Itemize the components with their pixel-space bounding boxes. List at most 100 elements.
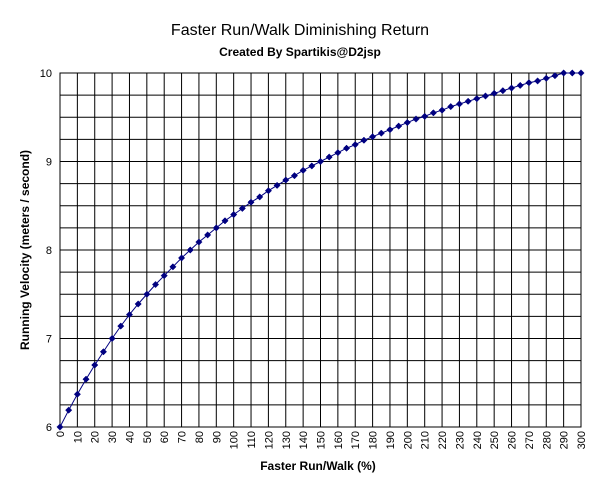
data-point bbox=[160, 272, 168, 280]
data-point bbox=[464, 97, 472, 105]
data-point bbox=[429, 109, 437, 117]
data-point bbox=[421, 112, 429, 120]
x-tick-label: 240 bbox=[472, 431, 484, 449]
x-tick-label: 300 bbox=[576, 431, 588, 449]
data-point bbox=[238, 204, 246, 212]
chart-title: Faster Run/Walk Diminishing Return bbox=[171, 22, 429, 39]
data-point bbox=[273, 181, 281, 189]
data-point bbox=[117, 322, 125, 330]
data-point bbox=[560, 69, 568, 77]
x-tick-label: 120 bbox=[263, 431, 275, 449]
data-point bbox=[525, 79, 533, 87]
x-tick-label: 40 bbox=[124, 431, 136, 443]
data-point bbox=[134, 300, 142, 308]
data-point bbox=[455, 100, 463, 108]
data-point bbox=[247, 198, 255, 206]
data-point bbox=[577, 69, 585, 77]
x-tick-label: 90 bbox=[211, 431, 223, 443]
x-tick-label: 80 bbox=[194, 431, 206, 443]
x-tick-label: 60 bbox=[159, 431, 171, 443]
grid bbox=[59, 72, 582, 428]
data-point bbox=[342, 144, 351, 152]
data-point bbox=[481, 92, 490, 100]
x-tick-label: 50 bbox=[142, 431, 154, 443]
x-tick-label: 70 bbox=[177, 431, 189, 443]
data-point bbox=[351, 141, 359, 149]
data-point bbox=[195, 238, 203, 246]
x-tick-label: 190 bbox=[385, 431, 397, 449]
data-point bbox=[178, 254, 186, 262]
data-point bbox=[256, 193, 264, 201]
data-point bbox=[473, 95, 481, 103]
data-point bbox=[290, 172, 299, 180]
x-tick-label: 130 bbox=[281, 431, 293, 449]
data-point bbox=[490, 89, 498, 97]
data-point bbox=[360, 136, 368, 144]
data-point bbox=[204, 231, 212, 239]
x-tick-label: 220 bbox=[437, 431, 449, 449]
x-tick-label: 100 bbox=[229, 431, 241, 449]
x-tick-label: 230 bbox=[454, 431, 466, 449]
x-tick-label: 20 bbox=[90, 431, 102, 443]
y-tick-label: 7 bbox=[46, 334, 52, 346]
data-point bbox=[386, 126, 394, 134]
y-tick-label: 10 bbox=[40, 68, 52, 80]
x-tick-label: 30 bbox=[107, 431, 119, 443]
data-point bbox=[91, 361, 99, 369]
data-point bbox=[264, 187, 272, 195]
data-point bbox=[65, 406, 73, 414]
x-tick-label: 210 bbox=[420, 431, 432, 449]
data-point bbox=[516, 81, 524, 89]
y-tick-label: 8 bbox=[46, 245, 52, 257]
x-tick-label: 160 bbox=[333, 431, 345, 449]
x-axis-label: Faster Run/Walk (%) bbox=[260, 459, 376, 473]
data-point bbox=[99, 348, 107, 356]
data-point bbox=[212, 224, 220, 232]
data-point bbox=[316, 157, 325, 166]
data-point bbox=[143, 290, 151, 298]
data-point bbox=[499, 87, 507, 95]
y-tick-label: 6 bbox=[46, 422, 52, 434]
data-point bbox=[377, 129, 385, 137]
x-tick-label: 170 bbox=[350, 431, 362, 449]
y-tick-labels: 6 7 8 9 10 bbox=[40, 68, 52, 434]
data-point bbox=[151, 280, 160, 289]
x-tick-label: 150 bbox=[316, 431, 328, 449]
x-tick-label: 10 bbox=[72, 431, 84, 443]
x-tick-label: 270 bbox=[524, 431, 536, 449]
data-point bbox=[308, 162, 316, 170]
x-tick-label: 290 bbox=[559, 431, 571, 449]
x-tick-label: 180 bbox=[368, 431, 380, 449]
x-tick-label: 250 bbox=[489, 431, 501, 449]
x-tick-label: 110 bbox=[246, 431, 258, 449]
data-point bbox=[169, 263, 177, 271]
x-tick-label: 140 bbox=[298, 431, 310, 449]
data-point bbox=[230, 211, 238, 219]
x-tick-label: 280 bbox=[541, 431, 553, 449]
data-point bbox=[507, 84, 516, 92]
data-point bbox=[438, 106, 446, 114]
x-tick-label: 200 bbox=[402, 431, 414, 449]
data-point bbox=[221, 217, 229, 225]
data-point bbox=[542, 74, 550, 82]
x-tick-label: 260 bbox=[507, 431, 519, 449]
chart-subtitle: Created By Spartikis@D2jsp bbox=[219, 45, 381, 59]
data-point bbox=[56, 423, 64, 431]
data-point bbox=[412, 115, 420, 123]
data-point bbox=[325, 153, 333, 161]
data-point bbox=[568, 69, 576, 77]
y-axis-label: Running Velocity (meters / second) bbox=[18, 150, 32, 350]
data-point bbox=[334, 149, 342, 157]
data-point bbox=[73, 390, 81, 398]
data-point bbox=[403, 119, 411, 127]
data-point bbox=[108, 334, 116, 343]
data-point bbox=[534, 77, 542, 85]
x-tick-labels: 0 10 20 30 40 50 60 70 80 90 100 110 120 130 140 150 160… bbox=[55, 431, 588, 449]
data-point bbox=[125, 311, 134, 319]
data-points bbox=[56, 69, 585, 431]
data-point bbox=[82, 375, 90, 383]
data-point bbox=[395, 122, 403, 130]
x-tick-label: 0 bbox=[55, 431, 67, 437]
data-point bbox=[369, 133, 377, 141]
